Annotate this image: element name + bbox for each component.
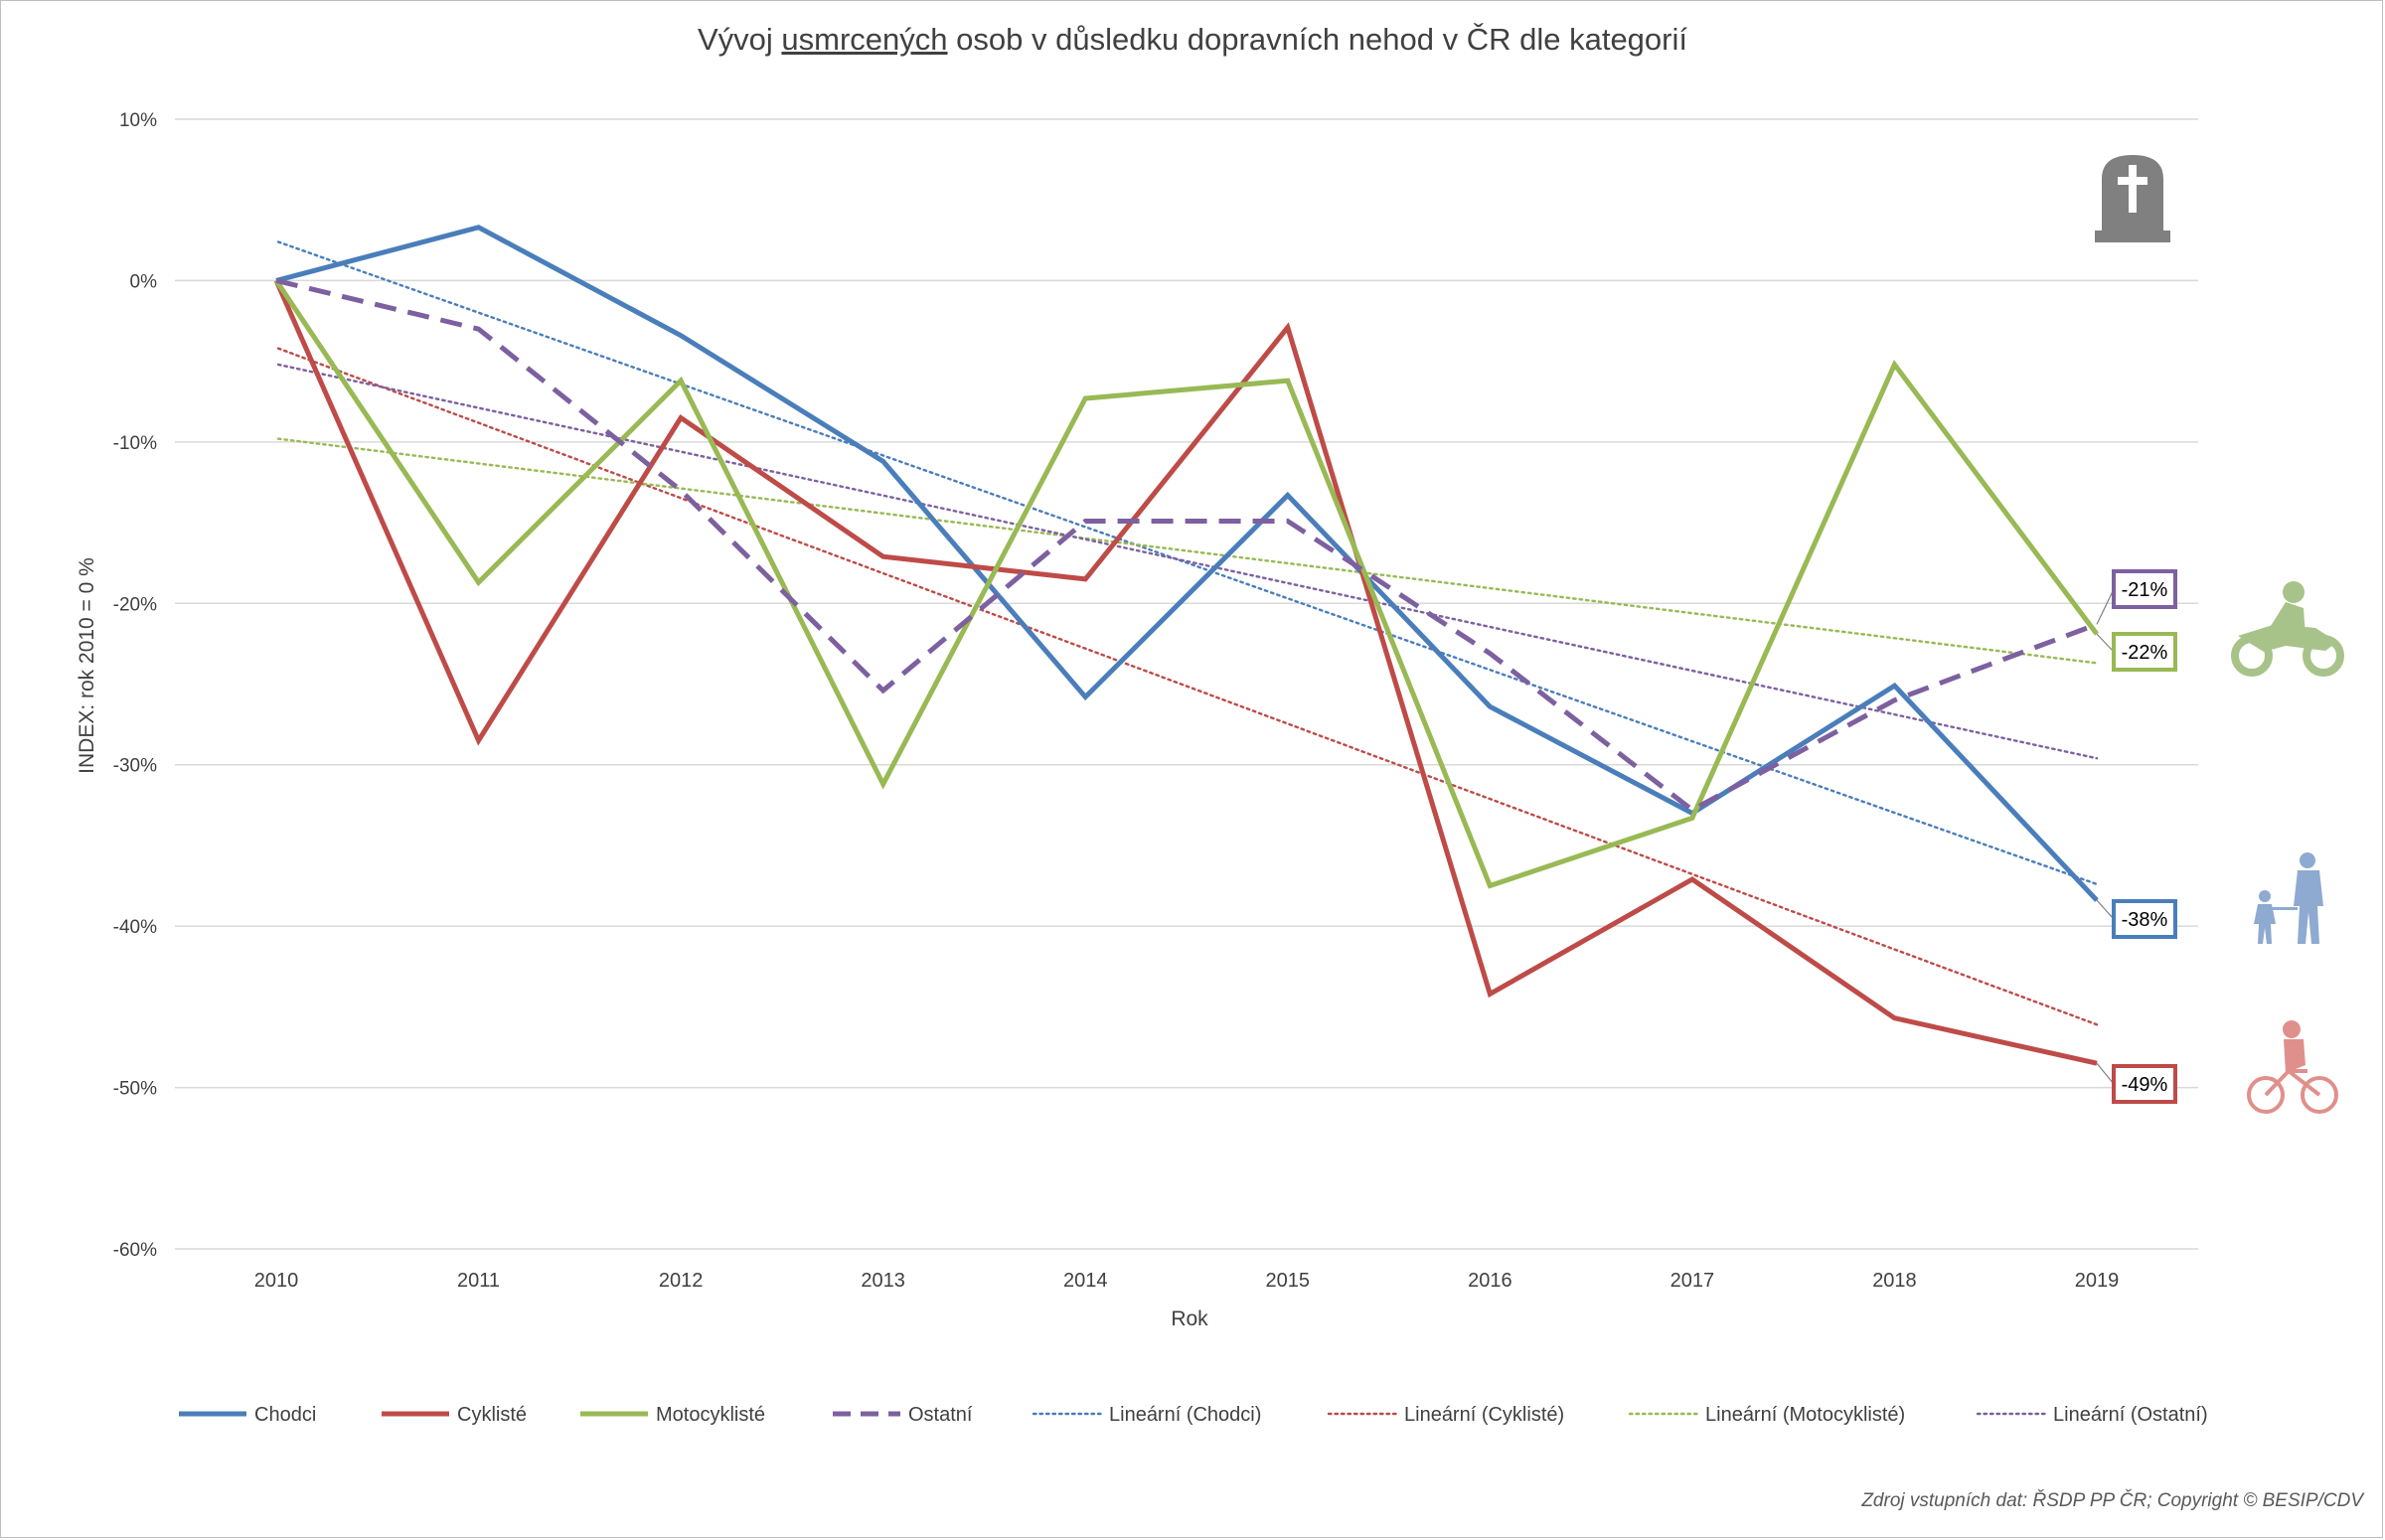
trendline — [276, 240, 2099, 886]
x-tick-label: 2012 — [659, 1270, 704, 1292]
x-tick-label: 2013 — [861, 1270, 905, 1292]
legend-label: Chodci — [254, 1404, 316, 1426]
end-label: -38% — [2122, 909, 2168, 931]
chart-title: Vývoj usmrcených osob v důsledku dopravn… — [0, 22, 2385, 58]
trendline — [276, 363, 2099, 760]
end-label: -22% — [2122, 642, 2168, 664]
y-tick-label: -30% — [113, 756, 157, 777]
end-label-box — [2112, 569, 2177, 609]
pedestrians-icon — [2254, 852, 2323, 944]
label-leader — [2096, 588, 2115, 625]
end-label-box — [2112, 632, 2177, 672]
x-tick-label: 2017 — [1670, 1270, 1715, 1292]
x-tick-label: 2014 — [1063, 1270, 1108, 1292]
trendline — [276, 347, 2099, 1026]
y-tick-label: -40% — [113, 917, 157, 938]
legend-label: Lineární (Chodci) — [1109, 1404, 1261, 1426]
y-tick-labels: 10% 0% -10% -20% -30% -40% -50% -60% — [113, 110, 157, 1261]
x-tick-label: 2018 — [1872, 1270, 1917, 1292]
source-note: Zdroj vstupních dat: ŘSDP PP ČR; Copyrig… — [1861, 1490, 2363, 1511]
x-tick-label: 2015 — [1266, 1270, 1311, 1292]
legend-label: Lineární (Ostatní) — [2053, 1404, 2208, 1426]
y-tick-label: -20% — [113, 594, 157, 615]
title-prefix: Vývoj — [698, 22, 782, 57]
label-leader — [2096, 899, 2115, 920]
title-underlined: usmrcených — [781, 22, 948, 57]
title-suffix: osob v důsledku dopravních nehod v ČR dl… — [947, 22, 1687, 57]
y-tick-label: -10% — [113, 433, 157, 454]
legend-label: Lineární (Cyklisté) — [1404, 1404, 1564, 1426]
motorcyclist-icon — [2231, 581, 2344, 677]
trendlines — [276, 240, 2099, 1026]
end-label: -49% — [2122, 1074, 2168, 1096]
legend-label: Lineární (Motocyklisté) — [1705, 1404, 1905, 1426]
series-line — [275, 277, 2098, 814]
legend: Chodci Cyklisté Motocyklisté Ostatní Lineárn… — [179, 1404, 2208, 1426]
legend-label: Motocyklisté — [656, 1404, 765, 1426]
series-line — [273, 279, 2099, 889]
x-tick-labels: 2010 2011 2012 2013 2014 2015 2016 2017 2018 2019 — [254, 1270, 2120, 1292]
end-label-box — [2112, 1064, 2177, 1104]
y-tick-label: -60% — [113, 1240, 157, 1261]
series-line — [275, 225, 2099, 902]
y-axis-title: INDEX: rok 2010 = 0 % — [76, 557, 98, 774]
x-axis-title: Rok — [1171, 1308, 1208, 1330]
end-label: -21% — [2122, 579, 2168, 601]
end-labels: -38% -49% -22% -21% — [2096, 569, 2177, 1104]
x-tick-label: 2010 — [254, 1270, 299, 1292]
label-leader — [2096, 633, 2115, 653]
grave-icon — [2095, 155, 2170, 242]
x-tick-label: 2011 — [457, 1270, 500, 1292]
label-leader — [2096, 1062, 2115, 1085]
data-series — [273, 225, 2099, 1066]
trendline — [276, 437, 2099, 665]
x-tick-label: 2019 — [2075, 1270, 2120, 1292]
y-tick-label: -50% — [113, 1079, 157, 1100]
x-tick-label: 2016 — [1468, 1270, 1512, 1292]
y-tick-label: 0% — [130, 271, 158, 292]
cyclist-icon — [2247, 1020, 2338, 1114]
legend-label: Ostatní — [908, 1404, 973, 1426]
y-tick-label: 10% — [119, 110, 157, 131]
series-line — [273, 279, 2098, 1066]
end-label-box — [2112, 899, 2177, 939]
legend-label: Cyklisté — [457, 1404, 527, 1426]
